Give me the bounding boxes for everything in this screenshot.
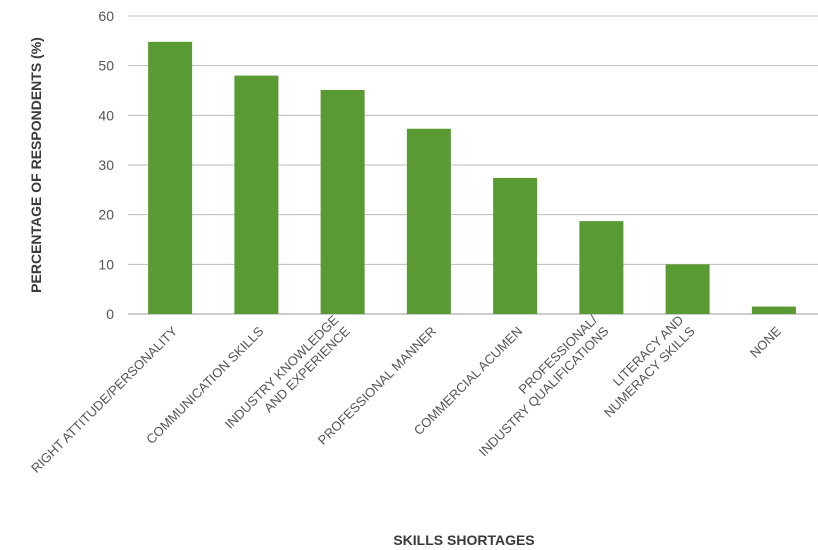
x-axis-title: SKILLS SHORTAGES — [393, 532, 534, 548]
gridlines — [128, 15, 818, 315]
y-axis-title: PERCENTAGE OF RESPONDENTS (%) — [28, 37, 44, 293]
bars — [148, 41, 796, 315]
x-category-label-line: RIGHT ATTITUDE/PERSONALITY — [28, 323, 180, 475]
bar — [320, 90, 365, 315]
x-category-label: PROFESSIONAL/INDUSTRY QUALIFICATIONS — [476, 312, 612, 459]
bar — [751, 306, 796, 314]
y-tick-label: 10 — [98, 256, 114, 272]
x-category-label: NONE — [747, 323, 784, 360]
bar — [579, 221, 624, 314]
y-tick-label: 50 — [98, 58, 114, 74]
y-tick-label: 60 — [98, 8, 114, 24]
y-tick-label: 0 — [106, 306, 114, 322]
y-tick-label: 20 — [98, 207, 114, 223]
y-tick-label: 40 — [98, 107, 114, 123]
bar — [234, 75, 279, 314]
y-tick-labels: 0 10 20 30 40 50 60 — [98, 8, 114, 322]
x-category-label-line: NONE — [747, 323, 784, 360]
y-tick-label: 30 — [98, 157, 114, 173]
x-category-labels: RIGHT ATTITUDE/PERSONALITYCOMMUNICATION … — [28, 312, 784, 476]
bar — [493, 177, 538, 314]
bar — [148, 41, 193, 315]
bar — [406, 128, 451, 314]
x-category-label-line: INDUSTRY KNOWLEDGE — [222, 312, 342, 432]
x-category-label: RIGHT ATTITUDE/PERSONALITY — [28, 323, 180, 475]
bar — [665, 264, 710, 314]
